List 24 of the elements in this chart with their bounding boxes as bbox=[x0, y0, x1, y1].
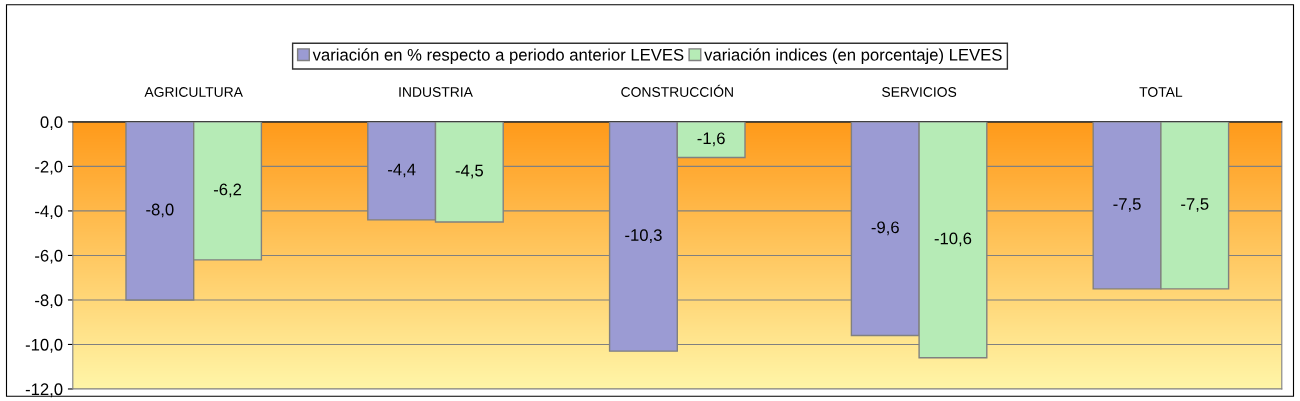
data-label: -8,0 bbox=[146, 203, 174, 218]
x-tick-label: INDUSTRIA bbox=[399, 87, 473, 97]
y-tick-label: -6,0 bbox=[35, 249, 63, 264]
legend-label: variación indices (en porcentaje) LEVES bbox=[704, 48, 1002, 65]
data-label: -4,5 bbox=[455, 164, 484, 179]
data-label: -7,5 bbox=[1113, 198, 1141, 212]
data-label: -4,4 bbox=[388, 163, 416, 178]
y-tick-label: -10,0 bbox=[25, 338, 63, 353]
data-label: -7,5 bbox=[1181, 198, 1209, 212]
x-tick-label: CONSTRUCCIÓN bbox=[621, 84, 733, 97]
data-label: -10,3 bbox=[625, 229, 662, 243]
y-tick-label: -2,0 bbox=[35, 160, 63, 175]
data-label: -9,6 bbox=[871, 221, 899, 236]
data-label: -6,2 bbox=[213, 183, 242, 198]
data-label: -10,6 bbox=[934, 232, 972, 247]
data-label: -1,6 bbox=[697, 132, 725, 147]
y-tick-label: -12,0 bbox=[25, 383, 63, 398]
y-tick-label: -8,0 bbox=[35, 294, 63, 309]
x-tick-label: TOTAL bbox=[1139, 87, 1183, 97]
y-tick-label: 0,0 bbox=[40, 116, 63, 131]
legend-label: variación en % respecto a periodo anterior LEVES bbox=[312, 48, 684, 65]
x-tick-label: AGRICULTURA bbox=[144, 87, 243, 97]
y-tick-label: -4,0 bbox=[35, 205, 63, 220]
x-tick-label: SERVICIOS bbox=[882, 87, 957, 97]
